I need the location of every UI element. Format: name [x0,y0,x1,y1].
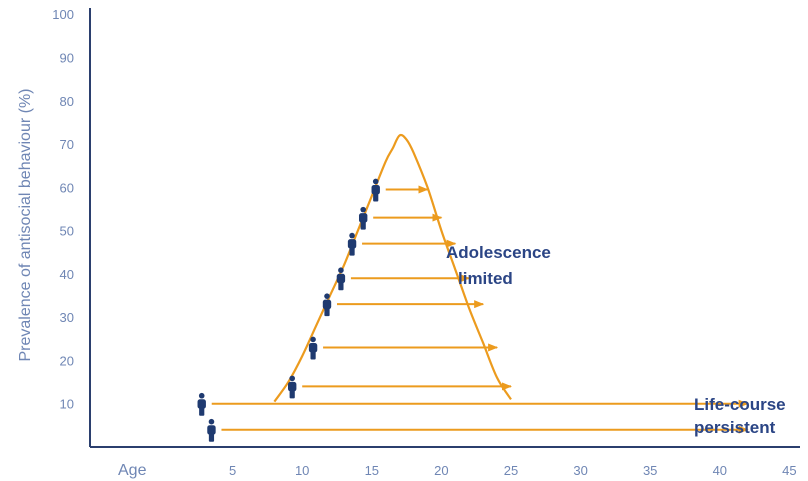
annotation-adolescence-line2: limited [458,269,513,288]
annotation-adolescence-line1: Adolescence [446,243,551,262]
person-icon [371,178,380,202]
x-tick-label: 40 [713,463,727,478]
y-tick-label: 20 [60,353,74,368]
person-icon [347,232,357,256]
x-tick-label: 5 [229,463,236,478]
x-tick-labels: 5 10 15 20 25 30 35 40 45 [229,463,797,478]
person-icon [207,418,216,442]
x-axis-label: Age [118,462,147,479]
x-tick-label: 30 [573,463,587,478]
y-tick-label: 80 [60,94,74,109]
y-tick-labels: 10 20 30 40 50 60 70 80 90 100 [52,7,74,412]
person-icon [197,392,206,416]
y-tick-label: 70 [60,137,74,152]
x-tick-label: 20 [434,463,448,478]
adolescence-curve [273,133,512,403]
annotation-life-course-line1: Life-course [694,395,786,414]
person-icon [336,267,346,291]
arrows [211,185,749,434]
y-tick-label: 10 [60,397,74,412]
y-axis-label: Prevalence of antisocial behaviour (%) [17,88,34,361]
person-icons [197,178,380,442]
x-tick-label: 10 [295,463,309,478]
x-tick-label: 25 [504,463,518,478]
person-icon [308,336,318,360]
y-tick-label: 90 [60,50,74,65]
y-tick-label: 30 [60,310,74,325]
person-icon [322,293,332,317]
y-tick-label: 40 [60,267,74,282]
x-tick-label: 35 [643,463,657,478]
person-icon [288,375,297,399]
person-icon [358,206,368,230]
x-tick-label: 15 [365,463,379,478]
y-tick-label: 100 [52,7,74,22]
y-tick-label: 50 [60,224,74,239]
x-tick-label: 45 [782,463,796,478]
annotation-life-course-line2: persistent [694,418,776,437]
y-tick-label: 60 [60,180,74,195]
